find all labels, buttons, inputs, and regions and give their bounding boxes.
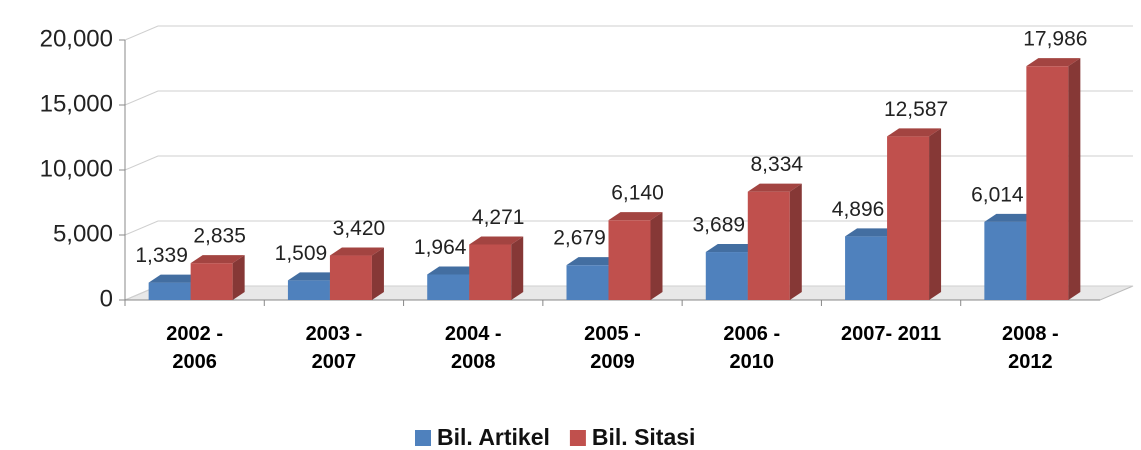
- bar-side: [232, 255, 245, 300]
- bar-side: [929, 128, 942, 300]
- legend-label: Bil. Sitasi: [592, 424, 696, 450]
- x-tick: 2005 - 2009: [584, 323, 641, 373]
- grid-line: [124, 25, 1133, 41]
- bar: [329, 247, 384, 300]
- bar: [887, 128, 942, 300]
- bar-top: [190, 255, 245, 264]
- data-label: 6,140: [611, 182, 664, 205]
- data-label: 17,986: [1023, 28, 1087, 51]
- y-tick-label: 20,000: [40, 25, 113, 52]
- bar-front: [887, 136, 930, 300]
- bar-top: [566, 257, 621, 266]
- bar-front: [984, 221, 1027, 300]
- data-label: 8,334: [751, 153, 804, 176]
- data-label: 3,420: [333, 217, 386, 240]
- bar: [608, 212, 663, 300]
- bar-top: [984, 213, 1039, 222]
- data-label: 1,339: [135, 244, 188, 267]
- bar-front: [329, 255, 372, 300]
- grid-line: [124, 155, 1133, 171]
- x-tick-label: 2008 - 2012: [1001, 323, 1059, 373]
- bar-side: [1068, 58, 1081, 300]
- bar-top: [747, 183, 802, 192]
- x-tick: 2003 - 2007: [305, 323, 363, 373]
- bar-front: [148, 282, 191, 300]
- bar-front: [427, 274, 470, 300]
- y-tick-label: 15,000: [40, 90, 113, 117]
- bar-top: [887, 128, 942, 137]
- bar-top: [287, 272, 342, 281]
- bar-top: [705, 244, 760, 253]
- x-tick-label: 2006 - 2010: [723, 323, 781, 373]
- grid-line: [124, 90, 1133, 106]
- bar-top: [329, 247, 384, 256]
- bar-top: [148, 274, 203, 283]
- x-tick: 2007- 2011: [841, 323, 942, 345]
- bar: [1026, 58, 1081, 300]
- data-label: 3,689: [693, 214, 746, 237]
- data-label: 1,964: [414, 236, 467, 259]
- data-label: 12,587: [884, 98, 948, 121]
- y-tick-label: 5,000: [53, 220, 113, 247]
- bar-top: [1026, 58, 1081, 67]
- bar-front: [747, 191, 790, 300]
- x-tick-label: 2007- 2011: [841, 323, 942, 345]
- bar-front: [566, 265, 609, 300]
- data-label: 1,509: [275, 242, 328, 265]
- legend-swatch: [415, 430, 431, 446]
- bar-front: [190, 263, 233, 300]
- x-tick: 2006 - 2010: [723, 323, 781, 373]
- bar-top: [608, 212, 663, 221]
- bar-front: [705, 252, 748, 300]
- bar-side: [789, 183, 802, 300]
- x-tick: 2002 - 2006: [166, 323, 223, 373]
- bar-side: [650, 212, 663, 300]
- data-label: 2,679: [553, 227, 606, 250]
- x-tick: 2008 - 2012: [1001, 323, 1059, 373]
- x-tick: 2004 - 2008: [444, 323, 502, 373]
- x-tick-label: 2002 - 2006: [166, 323, 223, 373]
- x-tick-label: 2005 - 2009: [584, 323, 641, 373]
- bar-front: [1026, 66, 1069, 300]
- bar-front: [845, 236, 888, 300]
- x-tick-label: 2004 - 2008: [444, 323, 502, 373]
- bar: [747, 183, 802, 300]
- x-tick-label: 2003 - 2007: [305, 323, 363, 373]
- bar: [469, 236, 524, 300]
- data-label: 6,014: [971, 183, 1024, 206]
- bar: [190, 255, 245, 300]
- legend-label: Bil. Artikel: [437, 424, 550, 450]
- grid-line: [124, 220, 1133, 236]
- y-tick-label: 0: [100, 285, 113, 312]
- data-label: 4,271: [472, 206, 525, 229]
- bar-side: [371, 247, 384, 300]
- bar-front: [469, 244, 512, 300]
- bar-side: [511, 236, 524, 300]
- bar-front: [287, 280, 330, 300]
- y-tick-label: 10,000: [40, 155, 113, 182]
- bar-front: [608, 220, 651, 300]
- bar-top: [427, 266, 482, 275]
- bar-top: [845, 228, 900, 237]
- data-label: 2,835: [193, 225, 246, 248]
- data-label: 4,896: [832, 198, 885, 221]
- legend-swatch: [569, 430, 586, 446]
- bar-top: [469, 236, 524, 245]
